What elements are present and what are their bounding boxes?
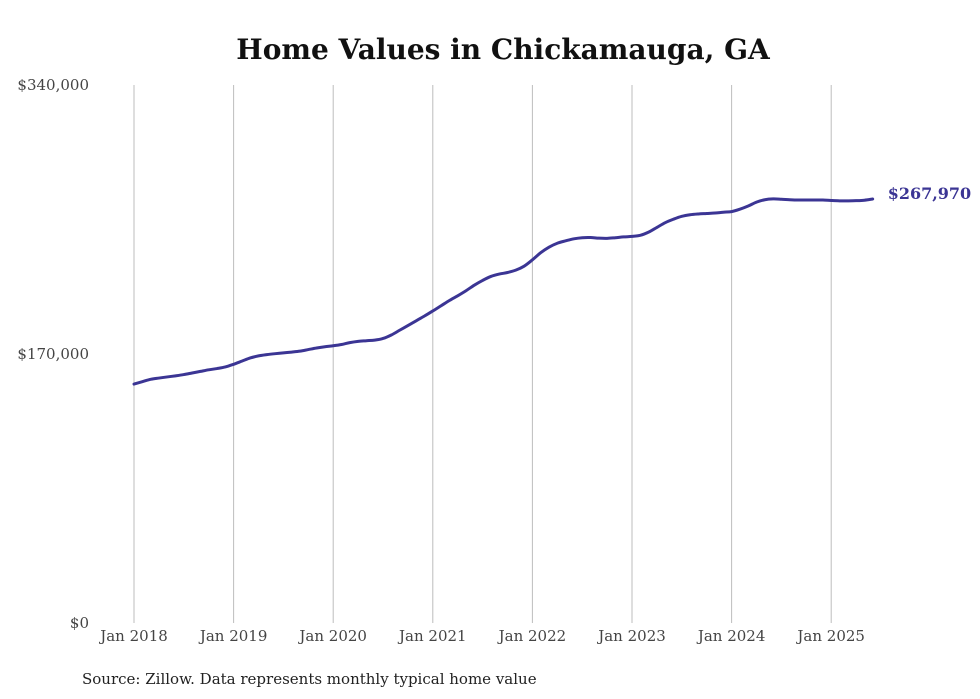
y-tick-label: $170,000 xyxy=(17,345,89,363)
grid-lines xyxy=(133,85,832,623)
y-axis-ticks: $0 $170,000 $340,000 xyxy=(17,76,89,632)
y-tick-label: $0 xyxy=(70,614,89,632)
source-note: Source: Zillow. Data represents monthly … xyxy=(82,670,537,688)
x-tick-label: Jan 2018 xyxy=(98,627,168,645)
x-tick-label: Jan 2025 xyxy=(795,627,865,645)
x-tick-label: Jan 2019 xyxy=(198,627,268,645)
chart-title: Home Values in Chickamauga, GA xyxy=(236,33,771,66)
x-tick-label: Jan 2023 xyxy=(596,627,666,645)
series-layer: $267,970 xyxy=(132,184,972,386)
y-tick-label: $340,000 xyxy=(17,76,89,94)
x-axis-ticks: Jan 2018 Jan 2019 Jan 2020 Jan 2021 Jan 2022… xyxy=(98,627,865,645)
x-tick-label: Jan 2021 xyxy=(397,627,467,645)
x-tick-label: Jan 2020 xyxy=(297,627,367,645)
end-value-label: $267,970 xyxy=(888,184,972,203)
x-tick-label: Jan 2022 xyxy=(497,627,567,645)
series-line-0 xyxy=(132,197,875,386)
x-tick-label: Jan 2024 xyxy=(696,627,766,645)
